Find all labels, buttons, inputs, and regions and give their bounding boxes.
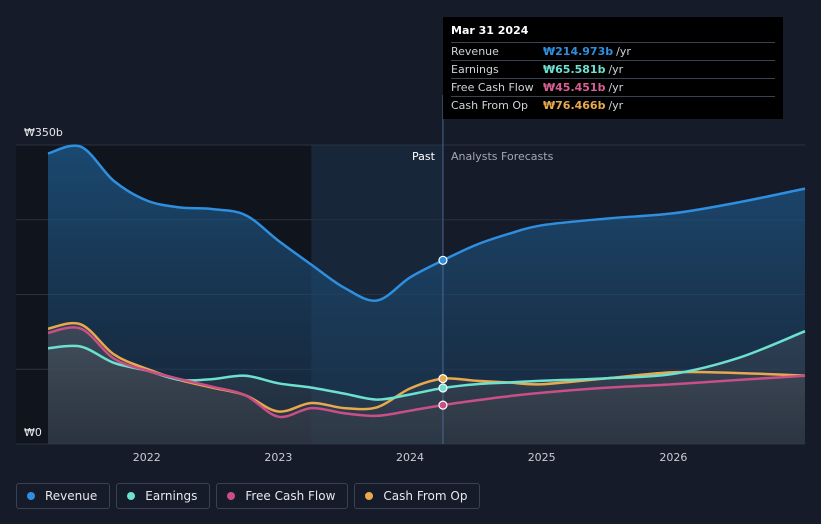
legend-dot-icon <box>27 492 35 500</box>
legend-dot-icon <box>127 492 136 500</box>
tooltip-row: Earnings ₩65.581b/yr <box>451 60 775 78</box>
tooltip-date: Mar 31 2024 <box>451 24 529 37</box>
chart-legend: Revenue Earnings Free Cash Flow Cash From O… <box>16 483 481 509</box>
tooltip-value: ₩214.973b <box>543 45 614 58</box>
tooltip-label: Revenue <box>451 45 499 58</box>
legend-item-earnings[interactable]: Earnings <box>116 483 211 509</box>
past-label: Past <box>412 150 436 163</box>
x-tick-label: 2024 <box>396 451 424 464</box>
tooltip-label: Free Cash Flow <box>451 81 534 94</box>
tooltip-row: Cash From Op ₩76.466b/yr <box>451 96 775 114</box>
free-cash-flow-marker <box>438 400 448 410</box>
tooltip-unit: /yr <box>616 45 631 58</box>
tooltip-value: ₩65.581b <box>543 63 606 76</box>
revenue-area <box>48 145 805 444</box>
legend-item-free-cash-flow[interactable]: Free Cash Flow <box>216 483 349 509</box>
legend-item-revenue[interactable]: Revenue <box>16 483 111 509</box>
forecast-label: Analysts Forecasts <box>451 150 554 163</box>
x-tick-label: 2025 <box>528 451 556 464</box>
legend-label: Cash From Op <box>383 489 468 503</box>
tooltip-value: ₩45.451b <box>543 81 606 94</box>
legend-label: Free Cash Flow <box>245 489 336 503</box>
data-tooltip: Mar 31 2024 Revenue ₩214.973b/yr Earnings ₩… <box>443 17 783 119</box>
legend-label: Revenue <box>45 489 98 503</box>
legend-label: Earnings <box>145 489 198 503</box>
revenue-marker <box>438 255 448 265</box>
tooltip-unit: /yr <box>608 81 624 94</box>
legend-item-cash-from-op[interactable]: Cash From Op <box>354 483 481 509</box>
free-cash-flow-area <box>48 327 805 444</box>
tooltip-unit: /yr <box>608 99 624 112</box>
tooltip-label: Earnings <box>451 63 499 76</box>
tooltip-row: Free Cash Flow ₩45.451b/yr <box>451 78 775 96</box>
cash-from-op-marker <box>438 374 448 384</box>
free-cash-flow-line <box>47 326 806 419</box>
x-tick-label: 2022 <box>133 451 161 464</box>
revenue-line <box>47 144 806 302</box>
earnings-marker <box>438 383 448 393</box>
tooltip-unit: /yr <box>608 63 624 76</box>
legend-dot-icon <box>365 492 374 500</box>
tooltip-label: Cash From Op <box>451 99 529 112</box>
tooltip-row: Revenue ₩214.973b/yr <box>451 42 775 60</box>
y-tick-label: ₩0 <box>24 426 42 439</box>
y-tick-label: ₩350b <box>24 126 63 139</box>
x-tick-label: 2023 <box>264 451 292 464</box>
x-tick-label: 2026 <box>659 451 687 464</box>
tooltip-value: ₩76.466b <box>543 99 606 112</box>
legend-dot-icon <box>227 492 236 500</box>
